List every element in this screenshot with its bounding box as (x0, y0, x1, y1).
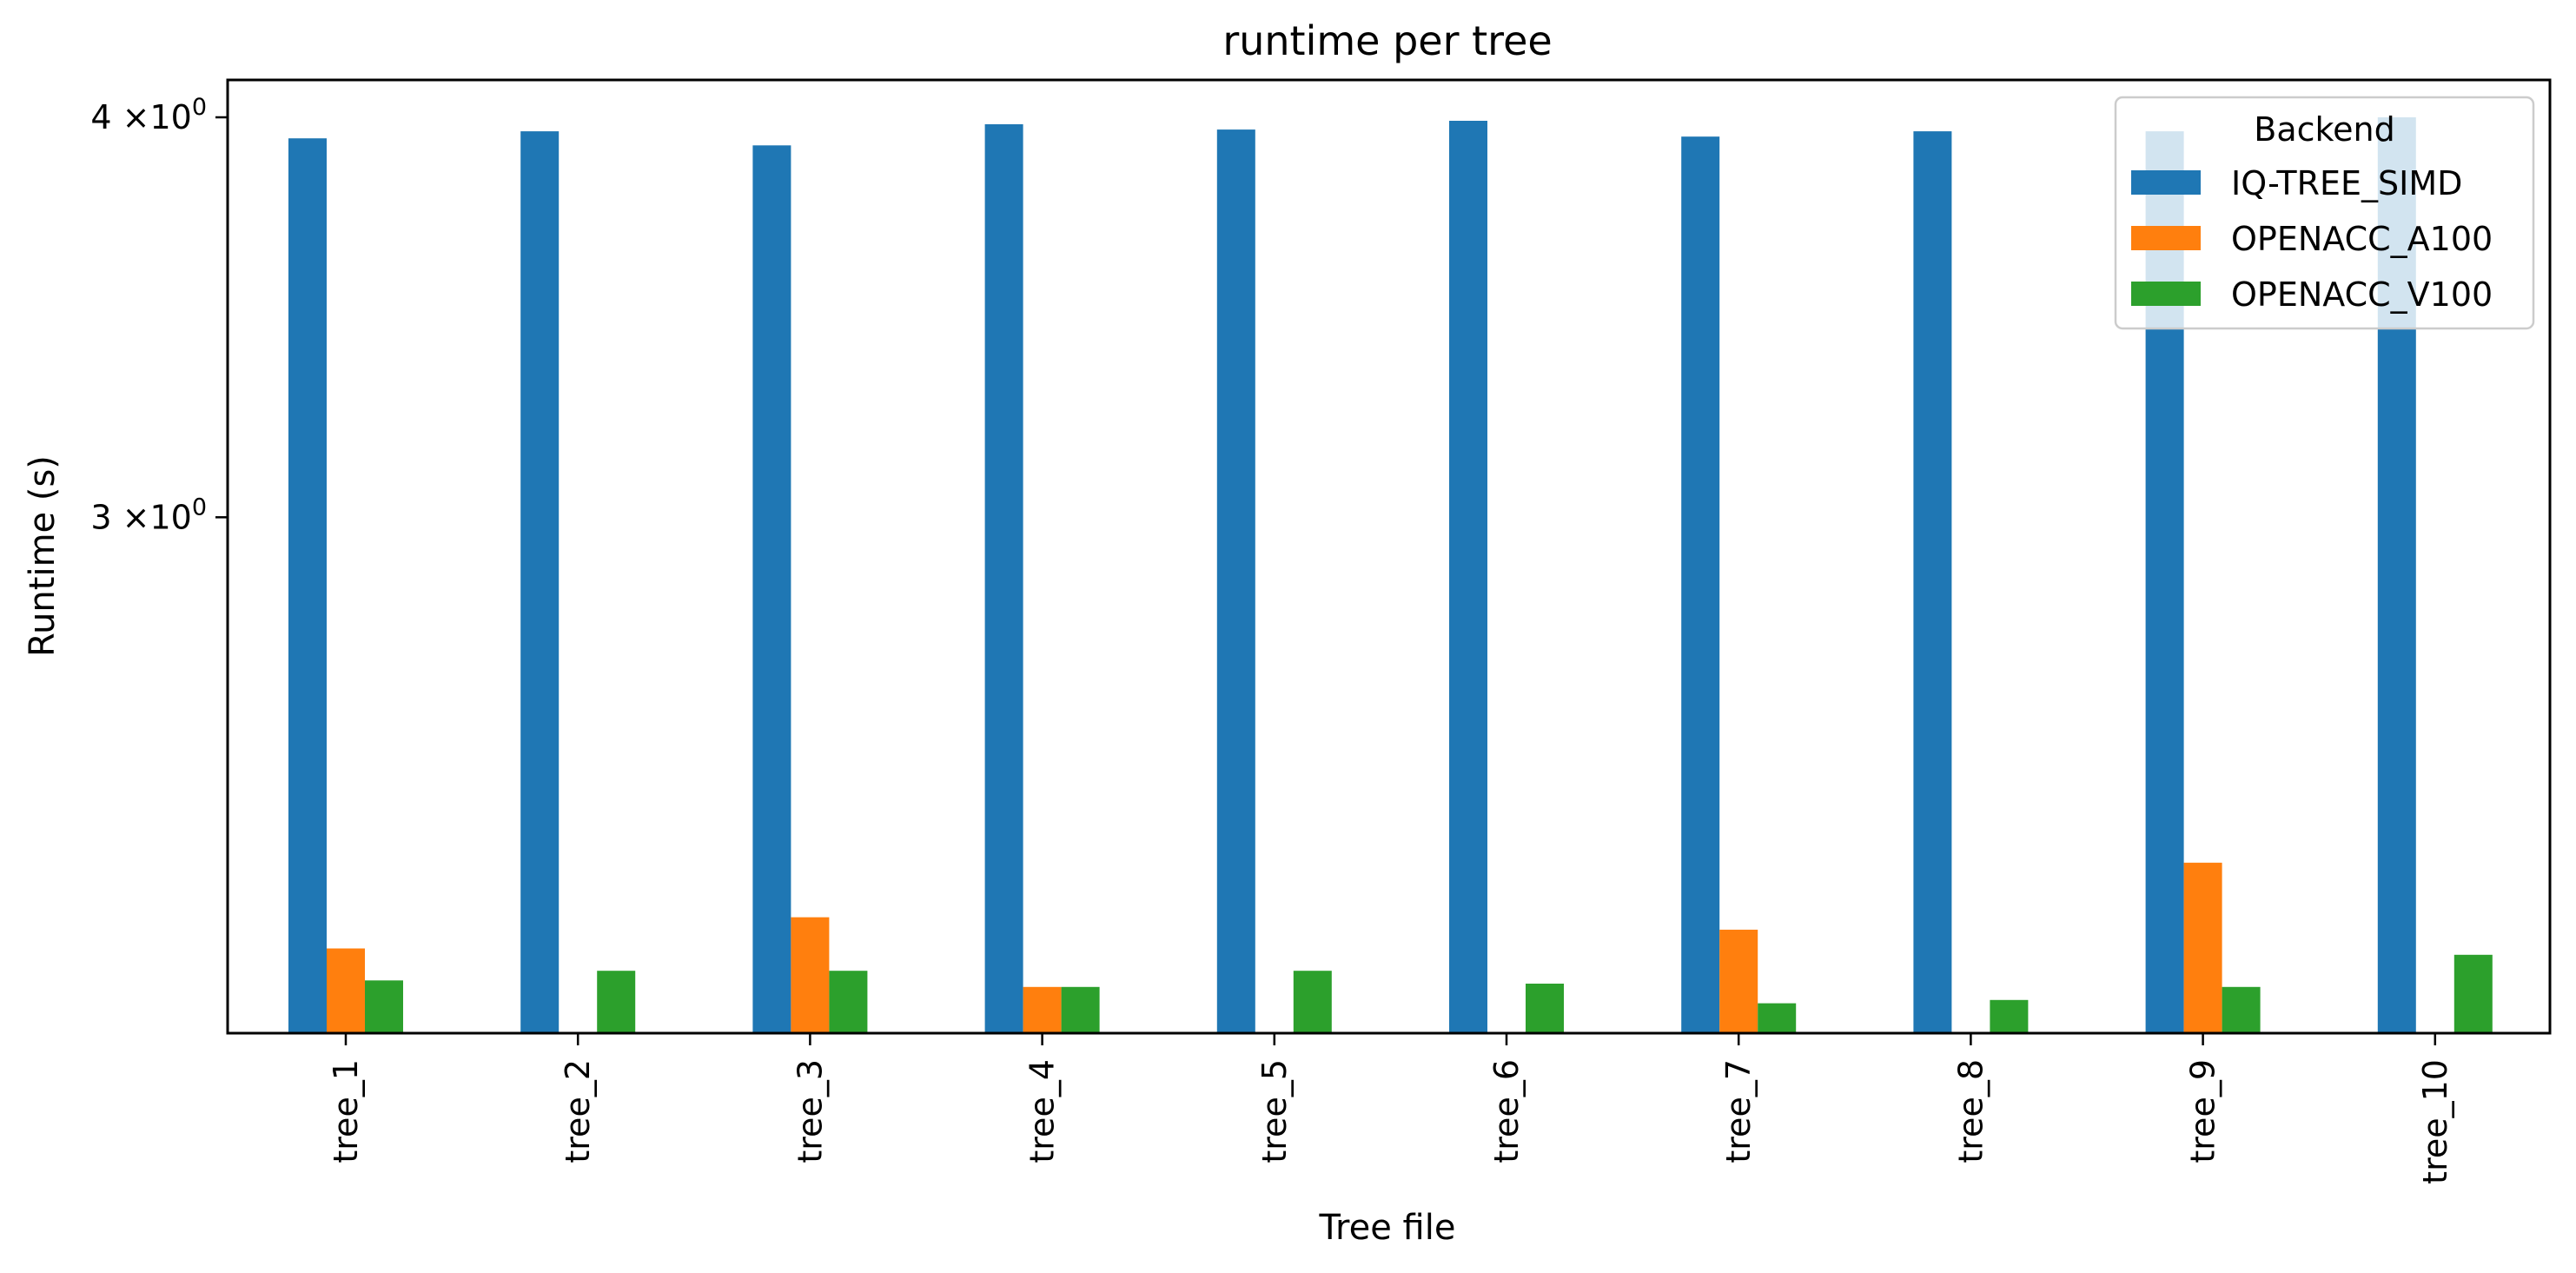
x-tick-label: tree_7 (1719, 1059, 1758, 1164)
bar-tree_7-IQ-TREE_SIMD (1681, 136, 1720, 1034)
legend-box (2114, 96, 2535, 330)
bar-tree_5-IQ-TREE_SIMD (1216, 129, 1255, 1034)
bar-tree_6-IQ-TREE_SIMD (1449, 121, 1487, 1033)
bar-tree_5-OPENACC_V100 (1293, 971, 1332, 1033)
bar-tree_3-OPENACC_A100 (791, 917, 830, 1033)
bar-tree_8-IQ-TREE_SIMD (1913, 131, 1952, 1034)
y-tick-label: 4 ×100 (90, 94, 207, 136)
x-axis-ticks: tree_1 tree_2 tree_3 tree_4 tree_5 tree_6 tree… (327, 1033, 2454, 1184)
bar-tree_2-OPENACC_V100 (597, 971, 636, 1033)
x-tick-label: tree_2 (559, 1059, 597, 1164)
bar-tree_1-OPENACC_A100 (327, 948, 365, 1033)
x-tick-label: tree_6 (1487, 1059, 1526, 1164)
bar-tree_6-OPENACC_V100 (1526, 984, 1564, 1033)
bar-tree_1-IQ-TREE_SIMD (288, 138, 327, 1034)
x-axis-label: Tree file (1319, 1208, 1456, 1248)
bar-tree_7-OPENACC_V100 (1758, 1003, 1797, 1033)
bar-tree_1-OPENACC_V100 (365, 980, 403, 1033)
y-tick-label: 3 ×100 (90, 494, 207, 536)
legend-label-OPENACC_A100: OPENACC_A100 (2231, 220, 2493, 258)
bar-tree_4-OPENACC_V100 (1061, 986, 1100, 1033)
legend-swatch-OPENACC_A100 (2131, 226, 2201, 250)
x-tick-label: tree_8 (1951, 1059, 1990, 1164)
x-tick-label: tree_3 (791, 1059, 829, 1164)
bar-tree_3-IQ-TREE_SIMD (752, 145, 791, 1034)
bar-tree_4-OPENACC_A100 (1023, 986, 1062, 1033)
legend: Backend IQ-TREE_SIMD OPENACC_A100 OPENACC_V… (2114, 96, 2535, 330)
bar-tree_3-OPENACC_V100 (829, 971, 868, 1033)
bar-tree_10-OPENACC_V100 (2453, 954, 2493, 1033)
y-axis-ticks: 4 ×100 3 ×100 (90, 94, 228, 536)
plot-frame (226, 78, 2552, 1035)
chart-title: runtime per tree (1222, 17, 1552, 64)
x-tick-label: tree_10 (2416, 1059, 2454, 1184)
bar-tree_2-IQ-TREE_SIMD (520, 131, 560, 1034)
legend-label-OPENACC_V100: OPENACC_V100 (2231, 275, 2493, 314)
bar-tree_4-IQ-TREE_SIMD (984, 124, 1023, 1033)
x-tick-label: tree_5 (1255, 1059, 1294, 1164)
x-tick-label: tree_9 (2184, 1059, 2222, 1164)
legend-label-IQ-TREE_SIMD: IQ-TREE_SIMD (2231, 164, 2462, 202)
bar-tree_8-OPENACC_V100 (1990, 999, 2029, 1033)
bar-tree_9-OPENACC_V100 (2222, 986, 2261, 1033)
x-tick-label: tree_4 (1023, 1059, 1062, 1164)
x-tick-label: tree_1 (327, 1059, 365, 1164)
bar-tree_9-OPENACC_A100 (2183, 862, 2222, 1033)
legend-title: Backend (2254, 110, 2394, 149)
bar-tree_7-OPENACC_A100 (1719, 929, 1758, 1033)
legend-swatch-OPENACC_V100 (2131, 282, 2201, 306)
y-axis-label: Runtime (s) (23, 455, 63, 657)
legend-swatch-IQ-TREE_SIMD (2131, 170, 2201, 195)
